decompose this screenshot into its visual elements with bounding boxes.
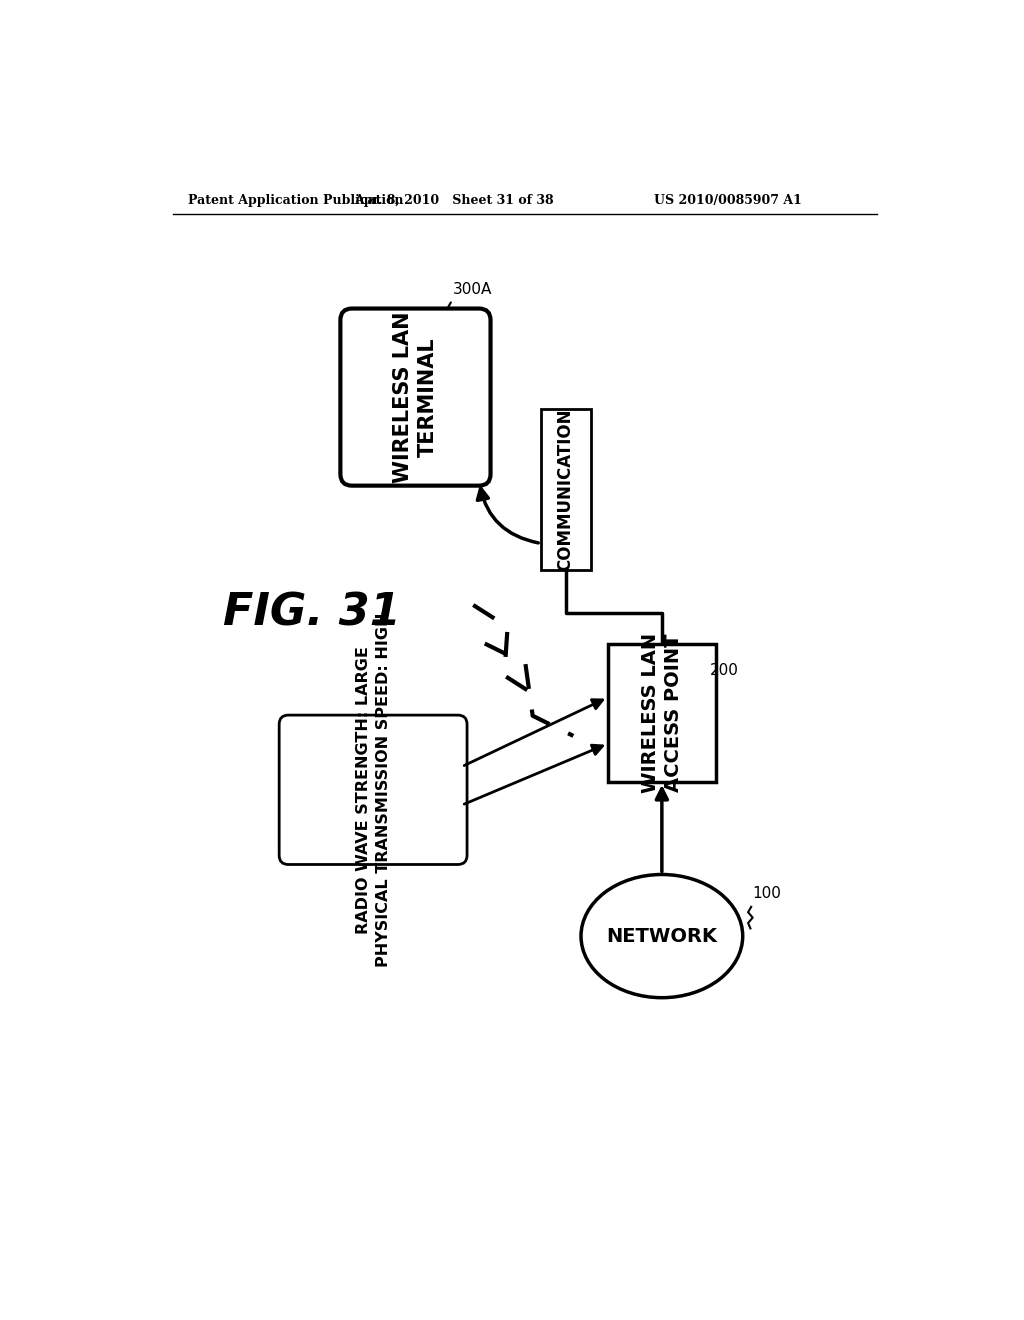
Text: US 2010/0085907 A1: US 2010/0085907 A1 [654, 194, 802, 207]
Text: 100: 100 [752, 887, 781, 902]
Bar [541, 409, 591, 570]
Text: RADIO WAVE STRENGTH: LARGE
PHYSICAL TRANSMISSION SPEED: HIGH: RADIO WAVE STRENGTH: LARGE PHYSICAL TRAN… [355, 612, 390, 968]
Text: 200: 200 [710, 663, 738, 678]
FancyBboxPatch shape [340, 309, 490, 486]
Text: NETWORK: NETWORK [606, 927, 718, 945]
Text: Apr. 8, 2010   Sheet 31 of 38: Apr. 8, 2010 Sheet 31 of 38 [354, 194, 554, 207]
Text: FIG. 31: FIG. 31 [223, 591, 400, 634]
Bar [608, 644, 716, 781]
Text: Patent Application Publication: Patent Application Publication [188, 194, 403, 207]
Text: WIRELESS LAN
TERMINAL: WIRELESS LAN TERMINAL [393, 312, 438, 483]
FancyBboxPatch shape [280, 715, 467, 865]
Text: 300A: 300A [453, 282, 492, 297]
Text: WIRELESS LAN
ACCESS POINT: WIRELESS LAN ACCESS POINT [641, 632, 683, 793]
Ellipse shape [581, 874, 742, 998]
Text: COMMUNICATION: COMMUNICATION [557, 408, 574, 570]
